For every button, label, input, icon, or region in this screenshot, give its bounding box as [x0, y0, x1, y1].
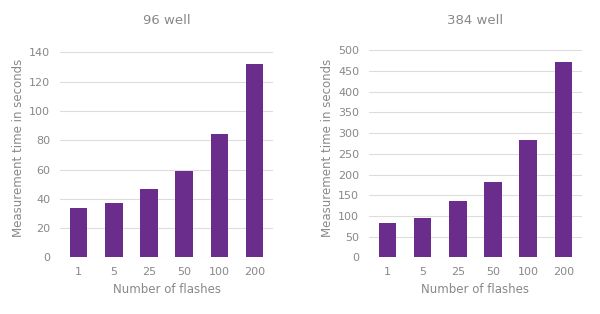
Title: 384 well: 384 well: [448, 14, 503, 27]
Bar: [105, 203, 122, 257]
Bar: [211, 134, 228, 257]
Y-axis label: Measurement time in seconds: Measurement time in seconds: [321, 58, 334, 237]
Bar: [140, 189, 158, 257]
Bar: [70, 208, 87, 257]
Bar: [520, 140, 537, 257]
Bar: [449, 202, 467, 257]
Bar: [379, 223, 396, 257]
Bar: [414, 218, 431, 257]
Title: 96 well: 96 well: [143, 14, 190, 27]
Bar: [175, 171, 193, 257]
X-axis label: Number of flashes: Number of flashes: [113, 283, 221, 296]
Y-axis label: Measurement time in seconds: Measurement time in seconds: [12, 58, 25, 237]
X-axis label: Number of flashes: Number of flashes: [421, 283, 529, 296]
Bar: [484, 182, 502, 257]
Bar: [246, 64, 263, 257]
Bar: [555, 62, 572, 257]
